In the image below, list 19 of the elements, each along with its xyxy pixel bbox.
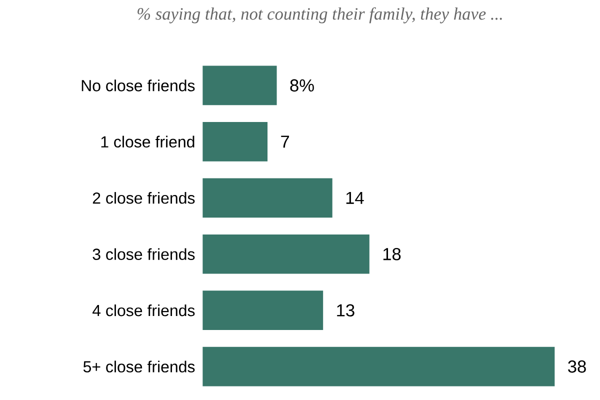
bar bbox=[202, 234, 370, 274]
y-tick-label: 5+ close friends bbox=[83, 360, 195, 372]
bar bbox=[202, 346, 555, 386]
data-label: 18 bbox=[383, 248, 401, 260]
bar bbox=[202, 290, 324, 330]
y-tick-label: 4 close friends bbox=[92, 304, 195, 316]
data-label: 7 bbox=[281, 136, 289, 148]
bar bbox=[202, 122, 268, 162]
chart-subtitle: % saying that, not counting their family, they have ... bbox=[138, 7, 502, 24]
data-label: 14 bbox=[346, 192, 364, 204]
bar bbox=[202, 178, 332, 218]
data-label: 13 bbox=[337, 304, 354, 316]
bar bbox=[202, 66, 277, 106]
data-label: 38 bbox=[568, 360, 586, 373]
y-tick-label: 1 close friend bbox=[101, 136, 194, 148]
data-label: 8% bbox=[290, 79, 314, 92]
y-tick-label: 3 close friends bbox=[92, 248, 195, 260]
y-tick-label: No close friends bbox=[82, 80, 195, 92]
y-tick-label: 2 close friends bbox=[92, 192, 195, 204]
